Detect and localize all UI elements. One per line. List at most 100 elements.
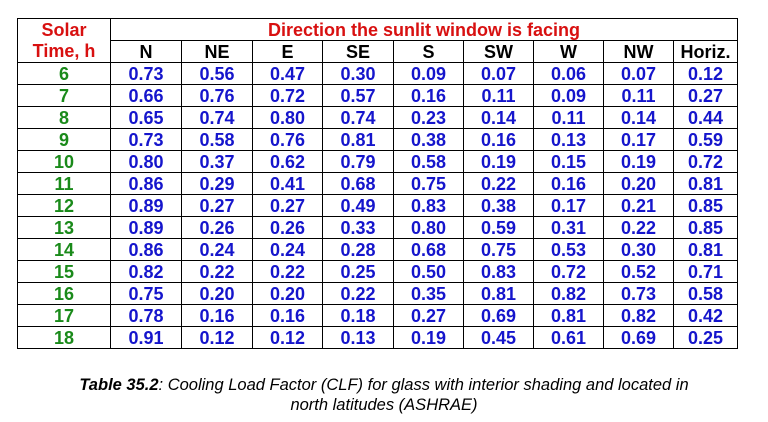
solar-time-cell: 14 — [17, 238, 111, 261]
clf-value-cell: 0.21 — [603, 194, 674, 217]
clf-value-cell: 0.30 — [322, 62, 394, 85]
clf-value-cell: 0.09 — [533, 84, 604, 107]
table-row: 9 0.73 0.58 0.76 0.81 0.38 0.16 0.13 0.17 0.59 — [17, 128, 738, 151]
clf-value-cell: 0.20 — [252, 282, 323, 305]
clf-value-cell: 0.81 — [533, 304, 604, 327]
clf-value-cell: 0.80 — [110, 150, 182, 173]
table-row: 10 0.80 0.37 0.62 0.79 0.58 0.19 0.15 0.19 0.72 — [17, 150, 738, 173]
clf-value-cell: 0.17 — [533, 194, 604, 217]
clf-value-cell: 0.74 — [181, 106, 253, 129]
clf-value-cell: 0.73 — [110, 62, 182, 85]
solar-time-cell: 11 — [17, 172, 111, 195]
caption-label: Table 35.2 — [79, 376, 159, 394]
column-header-e: E — [252, 40, 323, 63]
clf-value-cell: 0.12 — [181, 326, 253, 349]
solar-time-header-line2: Time, h — [17, 40, 111, 63]
table-row: 14 0.86 0.24 0.24 0.28 0.68 0.75 0.53 0.30 0.81 — [17, 238, 738, 261]
solar-time-cell: 8 — [17, 106, 111, 129]
clf-value-cell: 0.38 — [463, 194, 534, 217]
clf-value-cell: 0.11 — [603, 84, 674, 107]
clf-value-cell: 0.69 — [463, 304, 534, 327]
solar-time-cell: 15 — [17, 260, 111, 283]
clf-value-cell: 0.24 — [252, 238, 323, 261]
clf-value-cell: 0.26 — [181, 216, 253, 239]
clf-value-cell: 0.85 — [673, 216, 738, 239]
clf-value-cell: 0.69 — [603, 326, 674, 349]
clf-value-cell: 0.49 — [322, 194, 394, 217]
clf-value-cell: 0.82 — [603, 304, 674, 327]
clf-table: Solar Direction the sunlit window is fac… — [17, 18, 738, 349]
clf-value-cell: 0.76 — [252, 128, 323, 151]
clf-value-cell: 0.12 — [673, 62, 738, 85]
clf-value-cell: 0.07 — [603, 62, 674, 85]
column-header-horiz: Horiz. — [673, 40, 738, 63]
clf-value-cell: 0.61 — [533, 326, 604, 349]
clf-value-cell: 0.42 — [673, 304, 738, 327]
table-row: 7 0.66 0.76 0.72 0.57 0.16 0.11 0.09 0.11 0.27 — [17, 84, 738, 107]
column-header-nw: NW — [603, 40, 674, 63]
direction-group-header: Direction the sunlit window is facing — [110, 18, 738, 41]
clf-value-cell: 0.28 — [322, 238, 394, 261]
table-row: 18 0.91 0.12 0.12 0.13 0.19 0.45 0.61 0.69 0.25 — [17, 326, 738, 349]
clf-value-cell: 0.26 — [252, 216, 323, 239]
clf-value-cell: 0.75 — [463, 238, 534, 261]
solar-time-cell: 12 — [17, 194, 111, 217]
clf-value-cell: 0.62 — [252, 150, 323, 173]
clf-value-cell: 0.22 — [603, 216, 674, 239]
clf-value-cell: 0.22 — [322, 282, 394, 305]
clf-value-cell: 0.91 — [110, 326, 182, 349]
clf-value-cell: 0.45 — [463, 326, 534, 349]
clf-value-cell: 0.12 — [252, 326, 323, 349]
clf-value-cell: 0.22 — [252, 260, 323, 283]
table-row: 11 0.86 0.29 0.41 0.68 0.75 0.22 0.16 0.20 0.81 — [17, 172, 738, 195]
clf-value-cell: 0.80 — [393, 216, 464, 239]
clf-value-cell: 0.23 — [393, 106, 464, 129]
clf-value-cell: 0.30 — [603, 238, 674, 261]
table-row: 13 0.89 0.26 0.26 0.33 0.80 0.59 0.31 0.22 0.85 — [17, 216, 738, 239]
table-caption: Table 35.2: Cooling Load Factor (CLF) fo… — [0, 375, 768, 415]
clf-value-cell: 0.22 — [463, 172, 534, 195]
solar-time-header-line1: Solar — [17, 18, 111, 41]
clf-value-cell: 0.75 — [110, 282, 182, 305]
clf-value-cell: 0.31 — [533, 216, 604, 239]
table-row: 6 0.73 0.56 0.47 0.30 0.09 0.07 0.06 0.07 0.12 — [17, 62, 738, 85]
clf-value-cell: 0.15 — [533, 150, 604, 173]
clf-value-cell: 0.13 — [322, 326, 394, 349]
clf-value-cell: 0.50 — [393, 260, 464, 283]
table-row: 12 0.89 0.27 0.27 0.49 0.83 0.38 0.17 0.21 0.85 — [17, 194, 738, 217]
clf-value-cell: 0.71 — [673, 260, 738, 283]
clf-value-cell: 0.68 — [322, 172, 394, 195]
clf-value-cell: 0.73 — [603, 282, 674, 305]
clf-value-cell: 0.29 — [181, 172, 253, 195]
clf-value-cell: 0.76 — [181, 84, 253, 107]
clf-value-cell: 0.58 — [673, 282, 738, 305]
clf-value-cell: 0.24 — [181, 238, 253, 261]
clf-value-cell: 0.82 — [533, 282, 604, 305]
table-row: 17 0.78 0.16 0.16 0.18 0.27 0.69 0.81 0.82 0.42 — [17, 304, 738, 327]
clf-value-cell: 0.73 — [110, 128, 182, 151]
clf-value-cell: 0.47 — [252, 62, 323, 85]
clf-value-cell: 0.14 — [463, 106, 534, 129]
clf-value-cell: 0.80 — [252, 106, 323, 129]
clf-value-cell: 0.56 — [181, 62, 253, 85]
clf-value-cell: 0.79 — [322, 150, 394, 173]
clf-value-cell: 0.18 — [322, 304, 394, 327]
clf-table-body: Solar Direction the sunlit window is fac… — [17, 18, 738, 349]
column-header-row: Time, h N NE E SE S SW W NW Horiz. — [17, 40, 738, 63]
clf-value-cell: 0.81 — [463, 282, 534, 305]
clf-value-cell: 0.35 — [393, 282, 464, 305]
clf-value-cell: 0.09 — [393, 62, 464, 85]
clf-value-cell: 0.74 — [322, 106, 394, 129]
clf-value-cell: 0.27 — [252, 194, 323, 217]
solar-time-cell: 13 — [17, 216, 111, 239]
clf-value-cell: 0.44 — [673, 106, 738, 129]
clf-value-cell: 0.25 — [673, 326, 738, 349]
solar-time-cell: 10 — [17, 150, 111, 173]
column-header-ne: NE — [181, 40, 253, 63]
table-row: 16 0.75 0.20 0.20 0.22 0.35 0.81 0.82 0.73 0.58 — [17, 282, 738, 305]
clf-value-cell: 0.06 — [533, 62, 604, 85]
clf-value-cell: 0.22 — [181, 260, 253, 283]
clf-value-cell: 0.58 — [181, 128, 253, 151]
clf-value-cell: 0.72 — [252, 84, 323, 107]
clf-value-cell: 0.11 — [533, 106, 604, 129]
